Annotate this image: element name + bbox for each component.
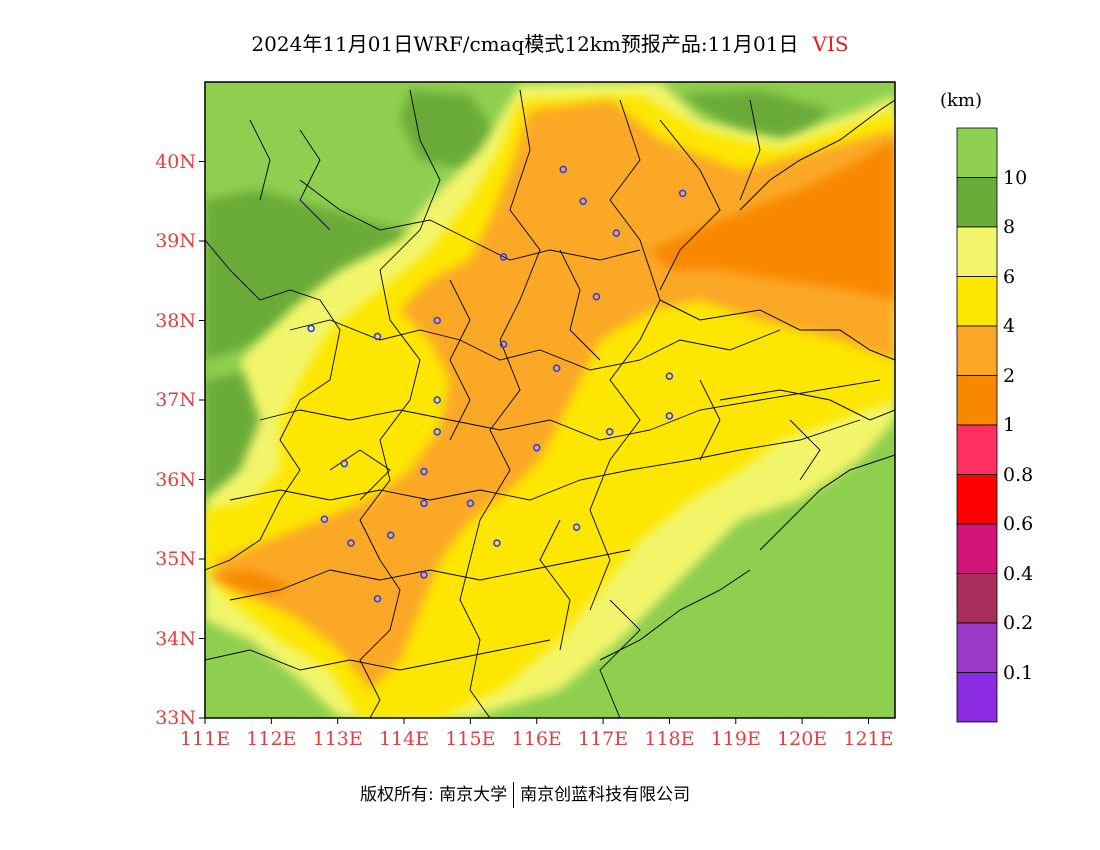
city-marker <box>420 499 428 508</box>
city-markers <box>307 165 687 603</box>
title-text: 2024年11月01日WRF/cmaq模式12km预报产品:11月01日 <box>251 32 799 56</box>
city-marker <box>499 253 508 261</box>
axis-ticks <box>199 161 869 724</box>
x-tick-label: 120E <box>777 728 828 750</box>
legend-colorbar <box>956 127 998 723</box>
city-marker <box>579 197 587 206</box>
city-marker <box>572 523 581 532</box>
city-marker <box>320 515 329 524</box>
y-tick-label: 34N <box>155 627 196 650</box>
city-marker <box>532 443 541 452</box>
x-tick-label: 119E <box>710 728 761 750</box>
field-1km-sw <box>215 570 290 595</box>
legend-label: 0.1 <box>1003 661 1034 684</box>
city-marker <box>347 539 355 547</box>
variable-label: VIS <box>812 32 849 56</box>
city-marker <box>373 332 382 341</box>
legend-label: 1 <box>1003 414 1016 436</box>
legend-swatch <box>956 226 998 277</box>
legend-swatch <box>956 325 998 376</box>
legend-swatch <box>956 672 998 723</box>
city-marker <box>665 372 674 380</box>
legend-label: 10 <box>1003 166 1028 189</box>
city-marker <box>499 340 508 349</box>
footer-divider <box>513 782 515 808</box>
legend-swatch <box>956 474 998 525</box>
footer-left: 版权所有: 南京大学 <box>360 785 508 805</box>
legend-swatch <box>956 375 998 426</box>
legend-swatch <box>956 127 998 178</box>
legend-swatch <box>956 622 998 673</box>
legend-unit: (km) <box>940 90 983 111</box>
x-tick-label: 114E <box>378 728 430 750</box>
legend-swatch <box>956 424 998 475</box>
y-tick-label: 36N <box>155 468 196 491</box>
legend-swatch <box>956 276 998 327</box>
legend-swatch <box>956 523 998 574</box>
city-marker <box>612 229 621 237</box>
field-1km-east <box>650 140 895 300</box>
y-tick-label: 40N <box>155 150 196 173</box>
footer-right: 南京创蓝科技有限公司 <box>520 785 691 805</box>
y-tick-label: 37N <box>155 389 196 411</box>
x-tick-label: 121E <box>843 728 894 750</box>
city-marker <box>678 189 687 198</box>
legend-label: 0.8 <box>1003 463 1034 486</box>
city-marker <box>386 531 395 539</box>
city-marker <box>466 499 475 508</box>
x-tick-label: 112E <box>246 728 297 750</box>
city-marker <box>420 467 428 476</box>
footer-copyright: 版权所有: 南京大学 南京创蓝科技有限公司 <box>360 780 690 808</box>
legend-label: 4 <box>1003 315 1016 337</box>
y-tick-label: 38N <box>155 309 196 332</box>
city-marker <box>433 396 442 404</box>
city-marker <box>665 412 674 420</box>
city-marker <box>373 594 382 603</box>
legend-swatch <box>956 573 998 624</box>
field-8km-ne <box>680 90 830 140</box>
legend-label: 2 <box>1003 364 1016 387</box>
admin-boundaries <box>205 89 881 718</box>
y-tick-label: 35N <box>155 548 196 570</box>
city-marker <box>420 571 428 579</box>
x-tick-label: 118E <box>644 728 695 750</box>
x-tick-label: 115E <box>445 728 496 750</box>
x-tick-label: 116E <box>511 728 562 750</box>
city-marker <box>433 427 442 436</box>
city-marker <box>605 427 614 436</box>
y-tick-label: 39N <box>155 230 196 252</box>
city-marker <box>552 364 561 373</box>
legend-label: 0.4 <box>1003 562 1034 585</box>
city-marker <box>433 316 442 325</box>
city-marker <box>559 165 568 174</box>
legend-label: 0.2 <box>1003 612 1034 634</box>
x-tick-label: 113E <box>312 728 363 750</box>
x-tick-label: 117E <box>577 728 629 750</box>
legend-label: 0.6 <box>1003 513 1034 535</box>
y-tick-label: 33N <box>155 707 196 729</box>
city-marker <box>493 539 501 547</box>
city-marker <box>592 292 601 301</box>
visibility-field <box>205 82 895 718</box>
city-marker <box>340 459 349 468</box>
legend-label: 6 <box>1003 265 1016 288</box>
coastline <box>599 99 895 661</box>
field-8km-nw <box>205 190 430 360</box>
legend-swatch <box>956 177 998 228</box>
x-tick-label: 111E <box>179 728 231 750</box>
city-marker <box>307 324 315 333</box>
legend-label: 8 <box>1003 216 1016 238</box>
map-title: 2024年11月01日WRF/cmaq模式12km预报产品:11月01日 VIS <box>0 28 1100 57</box>
